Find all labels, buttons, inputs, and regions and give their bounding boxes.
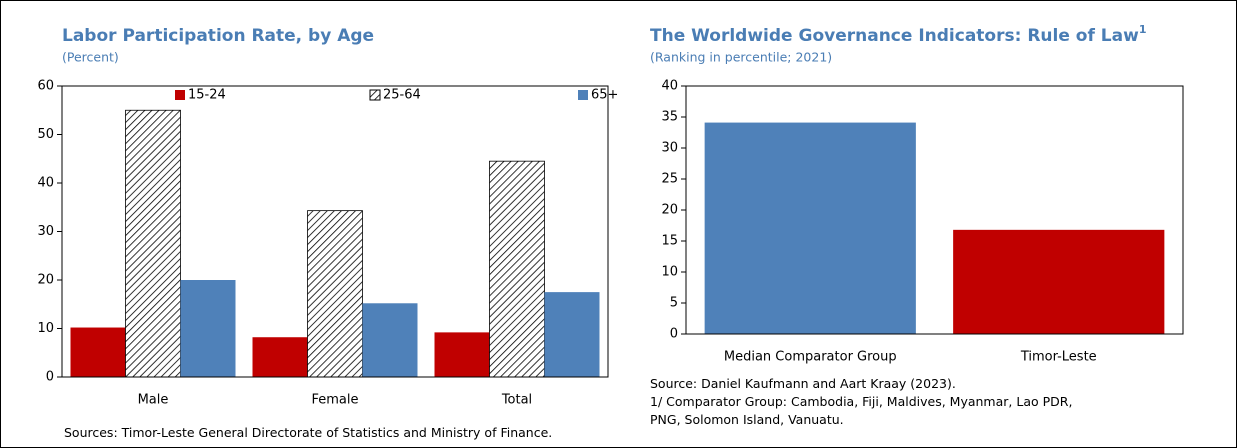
y-tick-label: 30 — [37, 224, 54, 239]
bar — [307, 210, 363, 378]
y-tick-label: 40 — [37, 176, 54, 191]
title-superscript: 1 — [1139, 23, 1147, 36]
y-tick-label: 50 — [37, 127, 54, 142]
legend-swatch — [175, 90, 185, 100]
bar — [704, 122, 916, 334]
chart-title: The Worldwide Governance Indicators: Rul… — [650, 23, 1146, 46]
legend-swatch — [369, 89, 381, 101]
source: Sources: Timor-Leste General Directorate… — [64, 425, 553, 440]
y-tick-label: 0 — [46, 370, 54, 385]
y-tick-label: 40 — [661, 79, 678, 94]
x-tick-label: Timor-Leste — [1020, 350, 1097, 365]
bar — [125, 109, 181, 378]
bar — [180, 280, 236, 377]
y-tick-label: 15 — [661, 234, 678, 249]
plot-frame — [685, 85, 1184, 335]
chart-title: Labor Participation Rate, by Age — [62, 26, 374, 46]
bar — [252, 337, 308, 377]
chart-subtitle: (Ranking in percentile; 2021) — [650, 50, 832, 65]
legend-label: 65+ — [591, 88, 618, 103]
y-tick-label: 60 — [37, 79, 54, 94]
x-tick-label: Total — [501, 393, 532, 408]
title-text: The Worldwide Governance Indicators: Rul… — [650, 26, 1139, 46]
bar — [70, 327, 126, 377]
legend-swatch — [578, 90, 588, 100]
y-tick-label: 20 — [661, 203, 678, 218]
y-tick-label: 30 — [661, 141, 678, 156]
y-tick-label: 10 — [661, 265, 678, 280]
bar — [953, 229, 1165, 334]
bar — [544, 292, 600, 377]
bar — [362, 303, 418, 377]
legend-label: 15-24 — [188, 88, 226, 103]
plot-frame — [61, 85, 609, 378]
x-tick-label: Male — [138, 393, 169, 408]
x-tick-label: Female — [311, 393, 358, 408]
x-tick-label: Median Comparator Group — [724, 350, 897, 365]
y-tick-label: 10 — [37, 321, 54, 336]
y-tick-label: 5 — [670, 296, 678, 311]
footnote: 1/ Comparator Group: Cambodia, Fiji, Mal… — [650, 394, 1073, 427]
y-tick-label: 20 — [37, 273, 54, 288]
y-tick-label: 25 — [661, 172, 678, 187]
source: Source: Daniel Kaufmann and Aart Kraay (… — [650, 376, 956, 391]
y-tick-label: 35 — [661, 110, 678, 125]
bar — [434, 332, 490, 377]
bar — [489, 160, 545, 378]
y-tick-label: 0 — [670, 327, 678, 342]
legend-label: 25-64 — [383, 88, 421, 103]
chart-subtitle: (Percent) — [62, 50, 119, 65]
